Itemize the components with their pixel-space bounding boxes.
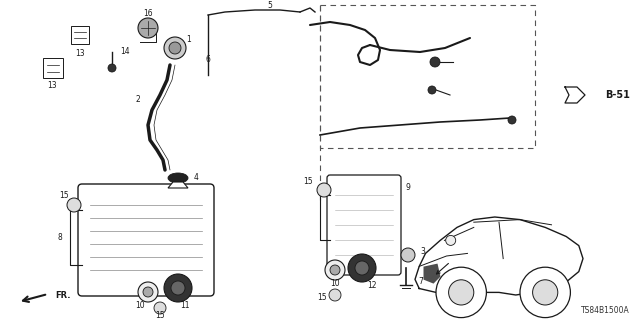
Circle shape (428, 86, 436, 94)
Text: 12: 12 (367, 281, 377, 290)
Text: 13: 13 (47, 82, 57, 91)
Text: 16: 16 (143, 10, 153, 19)
Circle shape (164, 37, 186, 59)
FancyBboxPatch shape (43, 58, 63, 78)
Text: 15: 15 (59, 190, 69, 199)
Text: 8: 8 (58, 234, 62, 243)
Text: TS84B1500A: TS84B1500A (581, 306, 630, 315)
Circle shape (445, 236, 456, 245)
Text: B-51: B-51 (605, 90, 630, 100)
Circle shape (317, 183, 331, 197)
Circle shape (508, 116, 516, 124)
Text: 13: 13 (75, 49, 85, 58)
Circle shape (143, 287, 153, 297)
FancyBboxPatch shape (327, 175, 401, 275)
Ellipse shape (168, 173, 188, 183)
Circle shape (67, 198, 81, 212)
FancyBboxPatch shape (78, 184, 214, 296)
Text: 14: 14 (120, 47, 130, 57)
Circle shape (164, 274, 192, 302)
FancyBboxPatch shape (71, 26, 89, 44)
Circle shape (138, 282, 158, 302)
Circle shape (169, 42, 181, 54)
Text: 7: 7 (418, 277, 423, 286)
Text: 10: 10 (330, 279, 340, 289)
Text: 15: 15 (303, 178, 313, 187)
Circle shape (449, 280, 474, 305)
Text: 4: 4 (193, 173, 198, 182)
Text: 9: 9 (406, 183, 411, 193)
Text: 3: 3 (420, 247, 425, 257)
Circle shape (138, 18, 158, 38)
Circle shape (355, 261, 369, 275)
Circle shape (520, 267, 570, 317)
Text: 15: 15 (155, 311, 165, 320)
Circle shape (348, 254, 376, 282)
Text: 6: 6 (205, 55, 210, 65)
Polygon shape (424, 264, 440, 284)
Text: FR.: FR. (55, 291, 70, 300)
Circle shape (154, 302, 166, 314)
Text: 1: 1 (187, 36, 191, 44)
Circle shape (325, 260, 345, 280)
Bar (320, 5, 535, 148)
Text: 2: 2 (136, 95, 140, 105)
Circle shape (430, 57, 440, 67)
Circle shape (401, 248, 415, 262)
Text: 15: 15 (317, 292, 327, 301)
Circle shape (108, 64, 116, 72)
Circle shape (329, 289, 341, 301)
Text: 10: 10 (135, 301, 145, 310)
Circle shape (436, 267, 486, 317)
Circle shape (171, 281, 185, 295)
Circle shape (330, 265, 340, 275)
Polygon shape (168, 182, 188, 188)
Text: 11: 11 (180, 301, 189, 310)
Text: 5: 5 (268, 2, 273, 11)
Circle shape (532, 280, 558, 305)
